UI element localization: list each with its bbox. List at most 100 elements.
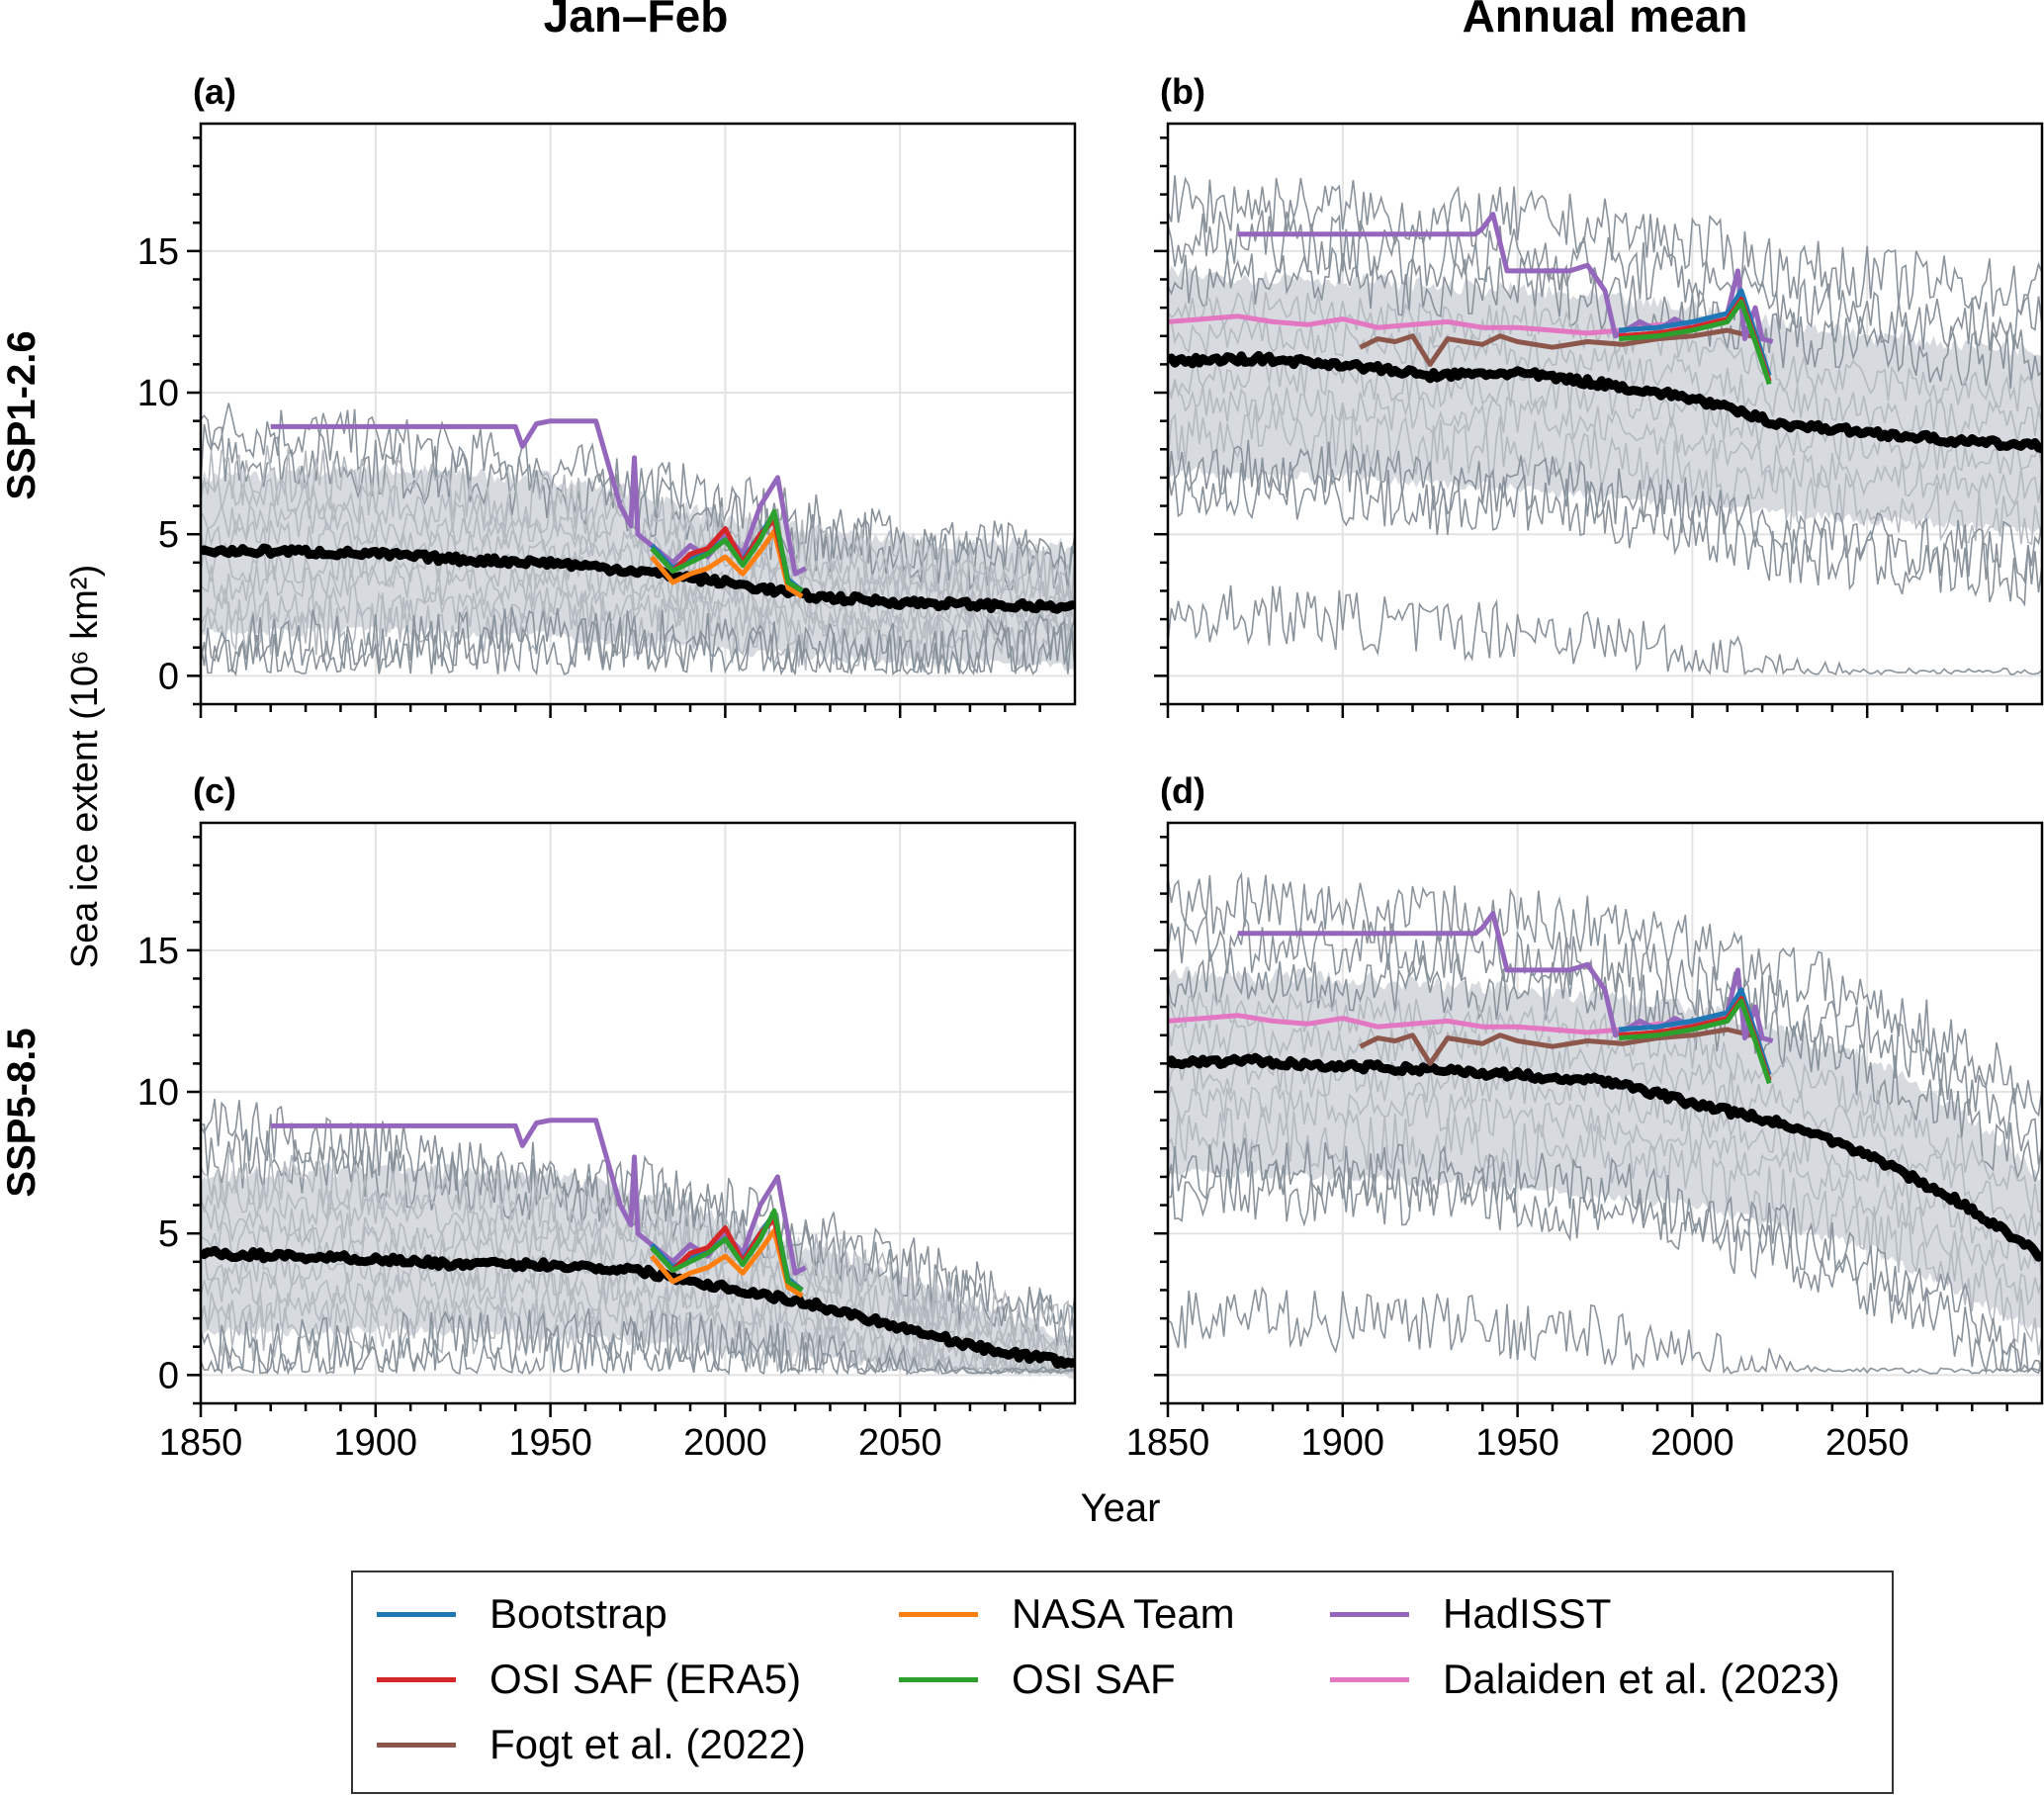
ensemble-member-line [1168, 1084, 2042, 1306]
x-tick-label: 2050 [858, 1422, 942, 1464]
legend-item-nasa-team: NASA Team [899, 1590, 1235, 1638]
legend-swatch-fogt [377, 1742, 456, 1748]
ensemble-member-line [1168, 315, 2042, 442]
legend-item-fogt: Fogt et al. (2022) [377, 1721, 806, 1768]
legend-label: NASA Team [1012, 1590, 1235, 1637]
y-tick-label: 0 [158, 656, 179, 697]
multi-model-mean-line [1168, 350, 2042, 454]
series-fogt-et-al-2022 [1359, 327, 1763, 367]
model-spread-band [1168, 966, 2042, 1330]
plot-area [1168, 871, 2042, 1375]
y-tick-label: 15 [137, 931, 179, 972]
multi-model-mean-line [201, 543, 1075, 614]
series-fogt-et-al-2022 [1359, 1027, 1763, 1066]
row-title-ssp585: SSP5-8.5 [0, 1028, 44, 1197]
panel-label: (d) [1160, 770, 1205, 811]
legend-label: OSI SAF [1012, 1656, 1176, 1702]
y-tick-label: 0 [158, 1355, 179, 1396]
legend-swatch-bootstrap [377, 1611, 456, 1617]
ensemble-member-line [1168, 210, 2042, 351]
axes-frame [1166, 122, 2044, 706]
x-tick-label: 1850 [159, 1422, 243, 1464]
legend-label: HadISST [1443, 1590, 1612, 1637]
series-osi-saf [650, 1208, 804, 1293]
ensemble-member-line [1168, 1055, 2042, 1285]
ensemble-member-line [1168, 584, 2042, 676]
ensemble-member-line [1168, 404, 2042, 546]
ensemble-member-line [201, 564, 1075, 641]
panel-label: (a) [193, 71, 236, 112]
ensemble-member-line [201, 499, 1075, 611]
panel-a: (a) 0 5 10 15 [137, 71, 1077, 718]
ensemble-member-line [201, 619, 1075, 677]
series-dalaiden-et-al-2023 [1168, 1013, 1693, 1035]
series-osi-saf [1618, 299, 1772, 386]
x-axis-label: Year [1081, 1486, 1161, 1530]
ensemble-member-line [1168, 947, 2042, 1182]
x-tick-label: 1900 [1301, 1422, 1385, 1464]
column-title-annual-mean: Annual mean [1463, 0, 1748, 42]
panel-label: (c) [193, 770, 236, 811]
axes-frame [199, 122, 1077, 706]
x-tick-label: 1950 [1475, 1422, 1559, 1464]
y-axis-label: Sea ice extent (10⁶ km²) [64, 565, 106, 968]
legend: Bootstrap NASA Team HadISST OSI SAF (ERA… [351, 1571, 1894, 1794]
row-title-ssp126: SSP1-2.6 [0, 330, 44, 499]
legend-swatch-osi-saf-era5 [377, 1676, 456, 1682]
ensemble-member-line [1168, 1286, 2042, 1375]
legend-swatch-nasa-team [899, 1611, 978, 1617]
axes-frame [199, 821, 1077, 1405]
plot-area [201, 403, 1075, 677]
x-tick-label: 2050 [1825, 1422, 1910, 1464]
series-hadisst [270, 1118, 807, 1276]
series-hadisst [270, 418, 807, 577]
legend-item-bootstrap: Bootstrap [377, 1590, 667, 1638]
ensemble-member-line [1168, 461, 2042, 607]
x-tick-label: 1850 [1126, 1422, 1210, 1464]
plot-area [201, 1098, 1075, 1380]
y-tick-label: 5 [158, 514, 179, 556]
panel-label: (b) [1160, 71, 1205, 112]
legend-item-osi-saf: OSI SAF [899, 1656, 1176, 1703]
y-tick-label: 5 [158, 1213, 179, 1255]
ensemble-member-line [1168, 439, 2042, 584]
legend-swatch-hadisst [1330, 1611, 1409, 1617]
multi-model-mean-line [201, 1245, 1075, 1369]
legend-item-hadisst: HadISST [1330, 1590, 1611, 1638]
multi-model-mean-line [1168, 1052, 2042, 1262]
legend-swatch-osi-saf [899, 1676, 978, 1682]
plot-area [1168, 175, 2042, 676]
x-tick-label: 1900 [334, 1422, 418, 1464]
ensemble-member-line [1168, 914, 2042, 1165]
legend-label: OSI SAF (ERA5) [489, 1656, 802, 1702]
legend-label: Bootstrap [489, 1590, 667, 1637]
ensemble-member-line [1168, 245, 2042, 389]
legend-item-dalaiden: Dalaiden et al. (2023) [1330, 1656, 1840, 1703]
panel-c: (c) 0 5 10 15 1850 1900 1950 2000 2050 [137, 770, 1077, 1464]
series-osi-saf [1618, 998, 1772, 1085]
series-osi-saf [650, 508, 804, 593]
column-title-jan-feb: Jan–Feb [544, 0, 729, 42]
y-tick-label: 15 [137, 231, 179, 273]
legend-label: Fogt et al. (2022) [489, 1721, 806, 1767]
ensemble-member-line [1168, 291, 2042, 413]
panel-d: (d) 1850 1900 1950 2000 2050 [1126, 770, 2044, 1464]
series-dalaiden-et-al-2023 [1168, 314, 1693, 336]
ensemble-member-line [1168, 1137, 2042, 1374]
axes-frame [1166, 821, 2044, 1405]
ensemble-member-line [1168, 991, 2042, 1213]
ensemble-member-line [201, 1286, 1075, 1376]
legend-item-osi-saf-era5: OSI SAF (ERA5) [377, 1656, 801, 1703]
ensemble-member-line [201, 1321, 1075, 1376]
ensemble-member-line [1168, 1161, 2042, 1375]
y-tick-label: 10 [137, 373, 179, 414]
x-tick-label: 2000 [1650, 1422, 1734, 1464]
ensemble-member-line [1168, 381, 2042, 506]
x-tick-label: 1950 [508, 1422, 592, 1464]
legend-label: Dalaiden et al. (2023) [1443, 1656, 1840, 1702]
ensemble-member-line [1168, 871, 2042, 1118]
legend-swatch-dalaiden [1330, 1676, 1409, 1682]
ensemble-member-line [1168, 175, 2042, 317]
ensemble-member-line [1168, 1017, 2042, 1237]
